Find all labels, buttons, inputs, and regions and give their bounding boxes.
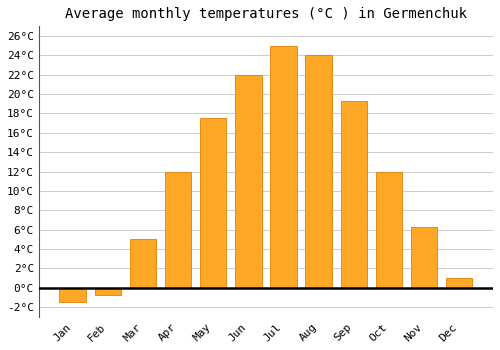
Bar	[165, 172, 191, 288]
Bar	[306, 55, 332, 288]
Bar	[130, 239, 156, 288]
Bar	[235, 75, 262, 288]
Bar	[270, 46, 296, 288]
Bar	[411, 227, 438, 288]
Bar	[340, 101, 367, 288]
Bar	[200, 118, 226, 288]
Bar	[94, 288, 121, 295]
Bar	[446, 278, 472, 288]
Title: Average monthly temperatures (°C ) in Germenchuk: Average monthly temperatures (°C ) in Ge…	[65, 7, 467, 21]
Bar	[60, 288, 86, 302]
Bar	[376, 172, 402, 288]
